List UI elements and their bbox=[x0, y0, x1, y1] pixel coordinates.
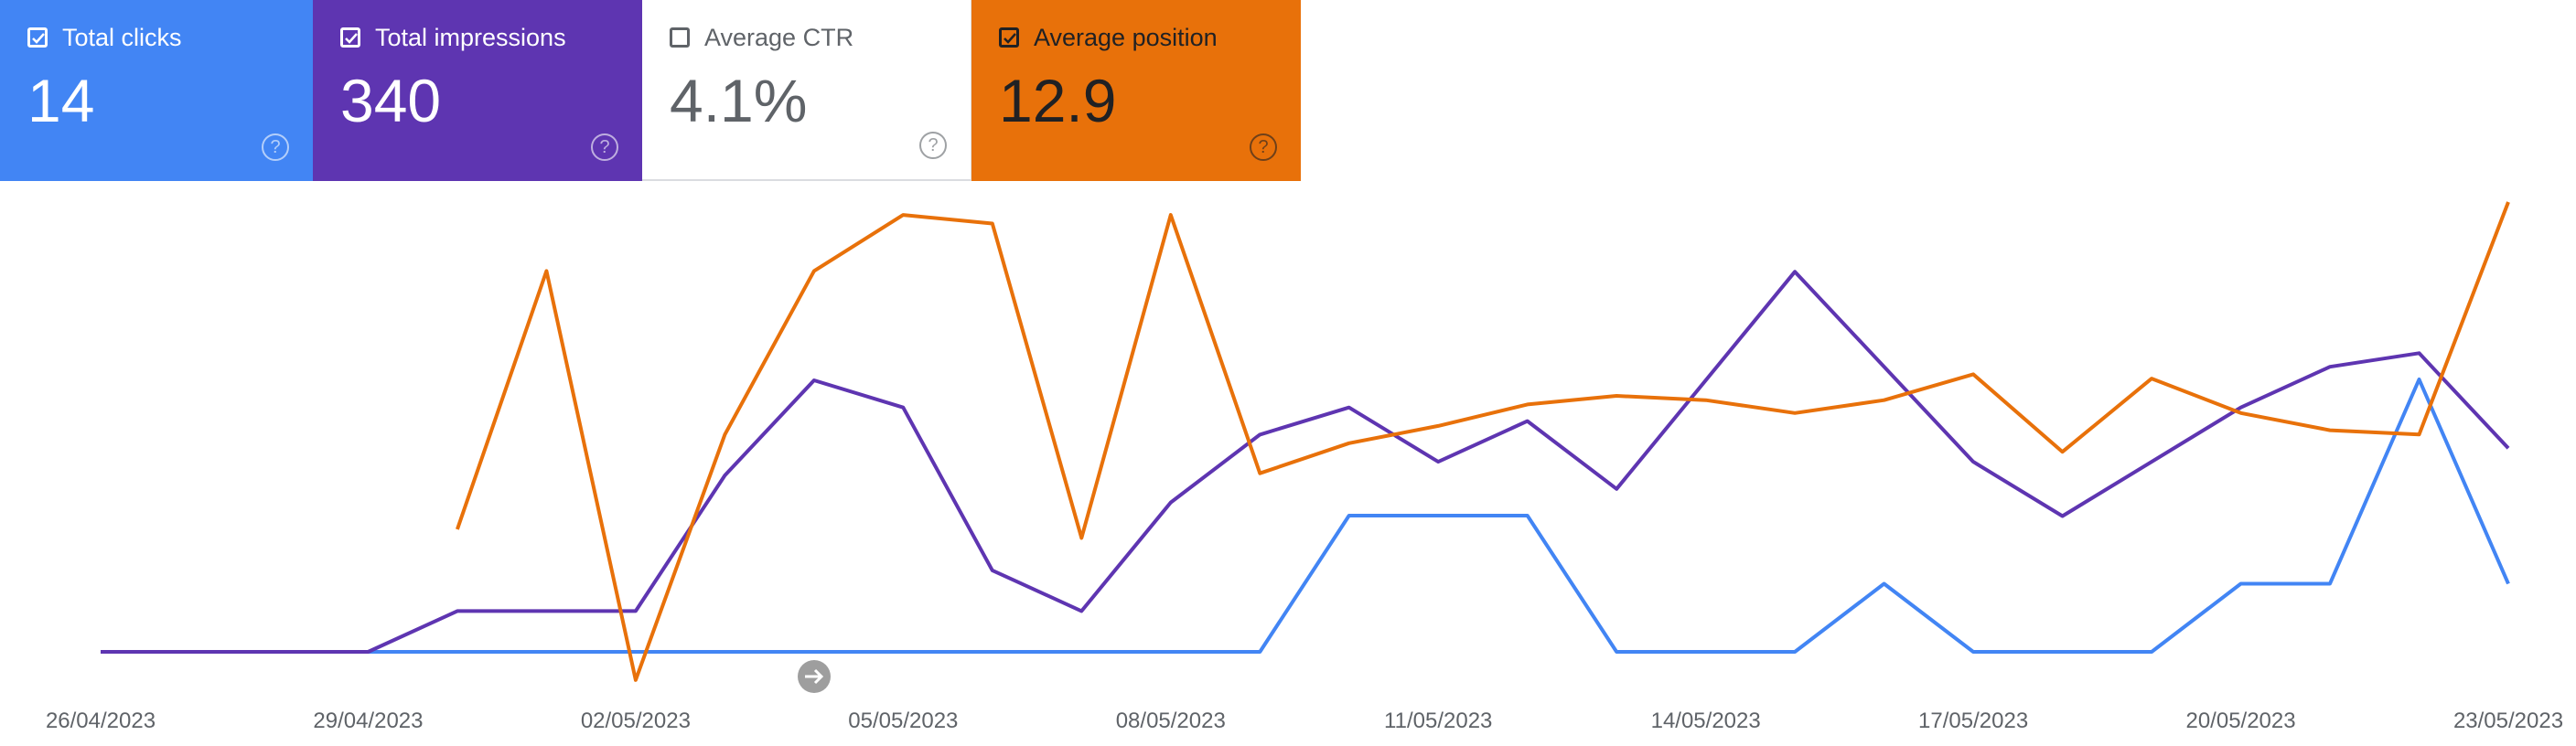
series-line-position[interactable] bbox=[456, 201, 2510, 682]
x-tick-label: 05/05/2023 bbox=[848, 709, 958, 733]
x-tick-label: 20/05/2023 bbox=[2185, 709, 2295, 733]
help-icon[interactable]: ? bbox=[591, 133, 618, 161]
checkbox-checked-icon[interactable] bbox=[27, 27, 48, 48]
help-icon[interactable]: ? bbox=[919, 132, 947, 159]
card-label: Total impressions bbox=[375, 24, 566, 51]
total-clicks-card[interactable]: Total clicks 14 ? bbox=[0, 0, 313, 181]
checkbox-checked-icon[interactable] bbox=[340, 27, 360, 48]
x-tick-label: 08/05/2023 bbox=[1116, 709, 1226, 733]
card-label: Average CTR bbox=[704, 24, 854, 51]
annotation-marker[interactable] bbox=[798, 660, 831, 693]
arrow-right-icon bbox=[805, 668, 824, 685]
average-position-card[interactable]: Average position 12.9 ? bbox=[971, 0, 1301, 181]
checkbox-unchecked-icon[interactable] bbox=[670, 27, 690, 48]
card-label: Average position bbox=[1034, 24, 1218, 51]
performance-line-chart[interactable]: 26/04/2023 29/04/2023 02/05/2023 05/05/2023… bbox=[0, 181, 2576, 746]
x-tick-label: 26/04/2023 bbox=[46, 709, 156, 733]
card-value: 340 bbox=[340, 67, 442, 134]
x-tick-label: 02/05/2023 bbox=[581, 709, 691, 733]
average-ctr-card[interactable]: Average CTR 4.1% ? bbox=[642, 0, 971, 181]
checkbox-checked-icon[interactable] bbox=[999, 27, 1019, 48]
help-icon[interactable]: ? bbox=[262, 133, 289, 161]
x-tick-label: 23/05/2023 bbox=[2453, 709, 2563, 733]
series-line-clicks[interactable] bbox=[101, 378, 2510, 654]
help-icon[interactable]: ? bbox=[1250, 133, 1277, 161]
card-value: 14 bbox=[27, 67, 95, 134]
x-tick-label: 14/05/2023 bbox=[1651, 709, 1761, 733]
card-value: 12.9 bbox=[999, 67, 1117, 134]
series-line-impressions[interactable] bbox=[101, 270, 2510, 654]
card-label: Total clicks bbox=[62, 24, 182, 51]
x-tick-label: 11/05/2023 bbox=[1384, 709, 1492, 733]
x-tick-label: 29/04/2023 bbox=[313, 709, 423, 733]
card-value: 4.1% bbox=[670, 67, 808, 134]
total-impressions-card[interactable]: Total impressions 340 ? bbox=[313, 0, 642, 181]
metric-cards: Total clicks 14 ? Total impressions 340 … bbox=[0, 0, 1301, 181]
x-tick-label: 17/05/2023 bbox=[1918, 709, 2028, 733]
